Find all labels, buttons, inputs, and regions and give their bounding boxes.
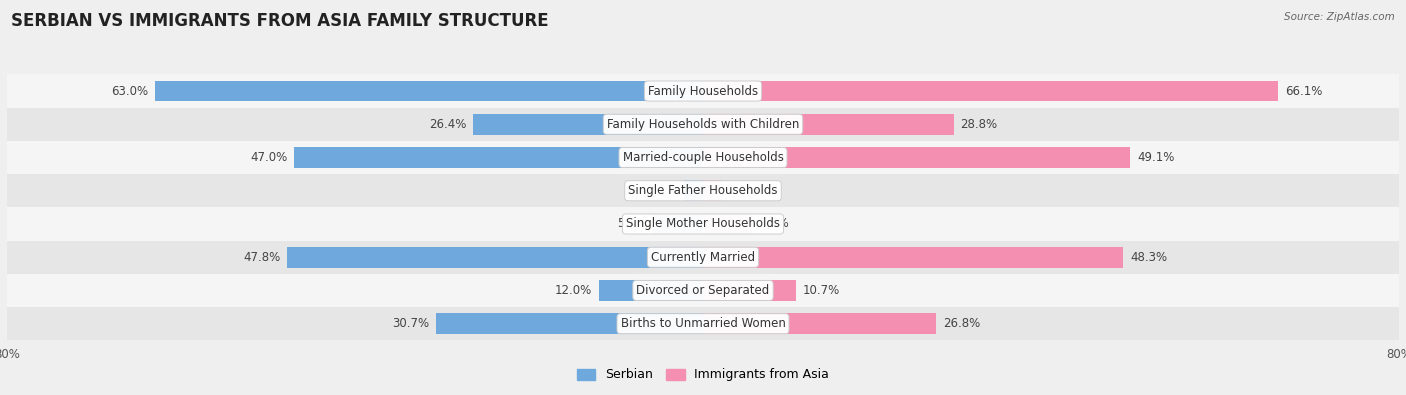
Text: 63.0%: 63.0% (111, 85, 148, 98)
Bar (7, 174, 1399, 207)
Text: Family Households: Family Households (648, 85, 758, 98)
Bar (436, 313, 703, 334)
Text: Births to Unmarried Women: Births to Unmarried Women (620, 317, 786, 330)
Text: 47.8%: 47.8% (243, 251, 280, 264)
Bar (703, 313, 936, 334)
Bar (703, 147, 1130, 168)
Text: 26.8%: 26.8% (943, 317, 980, 330)
Text: 5.6%: 5.6% (759, 218, 789, 231)
Text: Family Households with Children: Family Households with Children (607, 118, 799, 131)
Text: SERBIAN VS IMMIGRANTS FROM ASIA FAMILY STRUCTURE: SERBIAN VS IMMIGRANTS FROM ASIA FAMILY S… (11, 12, 548, 30)
Bar (703, 214, 752, 234)
Bar (599, 280, 703, 301)
Text: 66.1%: 66.1% (1285, 85, 1323, 98)
Text: Single Mother Households: Single Mother Households (626, 218, 780, 231)
Text: Source: ZipAtlas.com: Source: ZipAtlas.com (1284, 12, 1395, 22)
Text: 2.2%: 2.2% (647, 184, 676, 197)
Text: 5.7%: 5.7% (617, 218, 647, 231)
Bar (7, 241, 1399, 274)
Text: 49.1%: 49.1% (1137, 151, 1174, 164)
Bar (7, 108, 1399, 141)
Text: Married-couple Households: Married-couple Households (623, 151, 783, 164)
Bar (7, 307, 1399, 340)
Text: 30.7%: 30.7% (392, 317, 429, 330)
Text: 12.0%: 12.0% (554, 284, 592, 297)
Bar (703, 247, 1123, 267)
Bar (294, 147, 703, 168)
Text: 28.8%: 28.8% (960, 118, 998, 131)
Bar (7, 274, 1399, 307)
Text: 10.7%: 10.7% (803, 284, 841, 297)
Legend: Serbian, Immigrants from Asia: Serbian, Immigrants from Asia (572, 363, 834, 386)
Bar (287, 247, 703, 267)
Text: 48.3%: 48.3% (1130, 251, 1167, 264)
Text: 47.0%: 47.0% (250, 151, 287, 164)
Bar (703, 181, 721, 201)
Bar (155, 81, 703, 102)
Text: Divorced or Separated: Divorced or Separated (637, 284, 769, 297)
Bar (683, 181, 703, 201)
Bar (7, 141, 1399, 174)
Text: Single Father Households: Single Father Households (628, 184, 778, 197)
Bar (703, 280, 796, 301)
Bar (7, 207, 1399, 241)
Text: 26.4%: 26.4% (429, 118, 467, 131)
Bar (654, 214, 703, 234)
Bar (7, 74, 1399, 108)
Bar (474, 114, 703, 135)
Bar (703, 114, 953, 135)
Bar (703, 81, 1278, 102)
Text: Currently Married: Currently Married (651, 251, 755, 264)
Text: 2.1%: 2.1% (728, 184, 758, 197)
